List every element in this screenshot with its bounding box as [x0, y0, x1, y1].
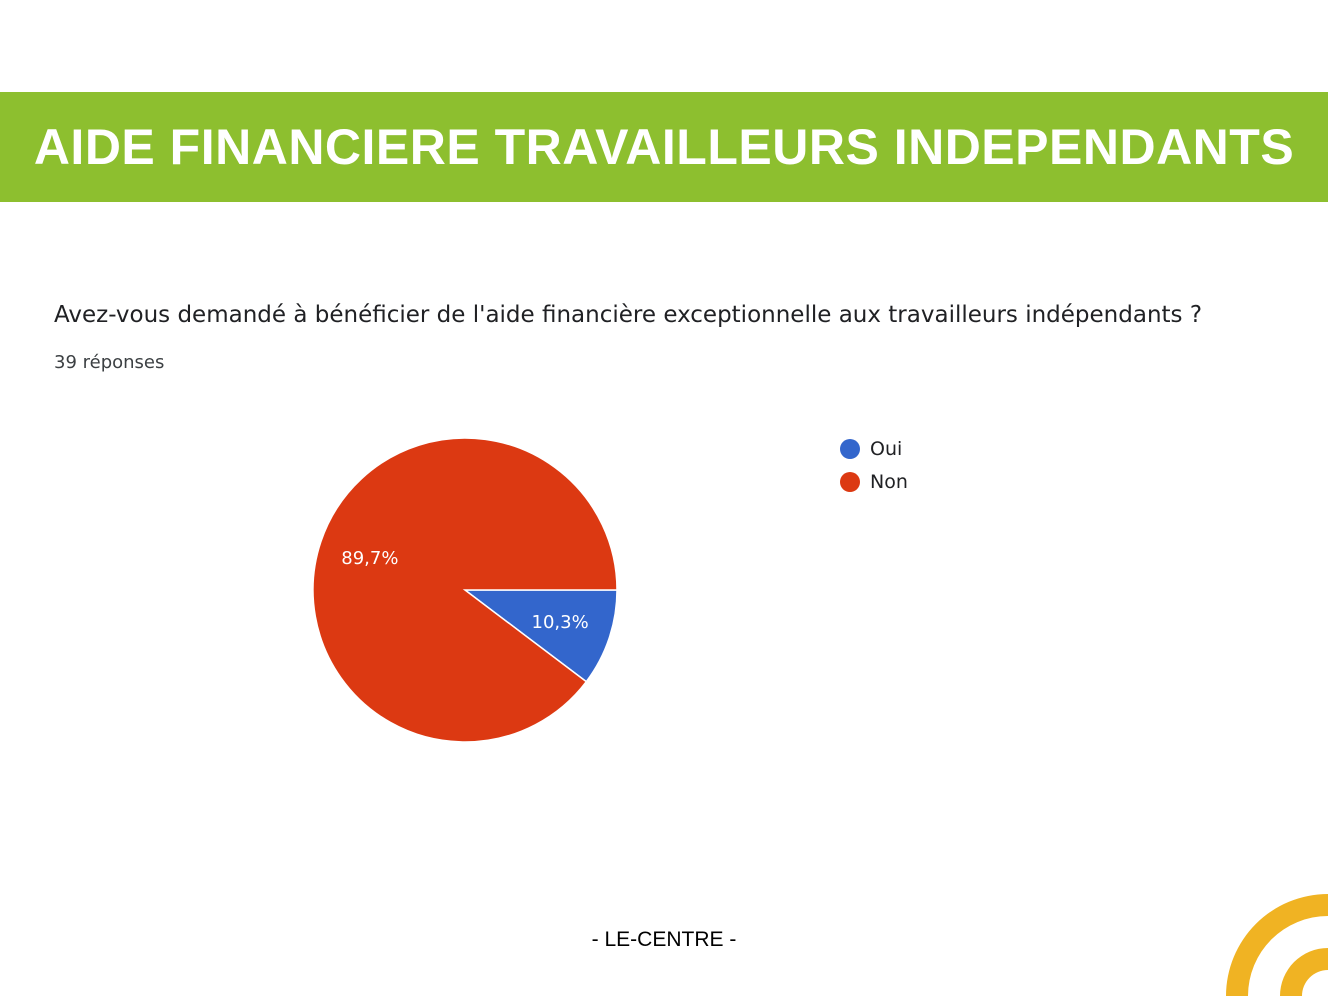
page-title: AIDE FINANCIERE TRAVAILLEURS INDEPENDANT… — [33, 119, 1295, 175]
chart-legend: Oui Non — [840, 432, 908, 498]
pie-slice-non — [312, 437, 618, 743]
response-count: 39 réponses — [54, 352, 165, 373]
pie-label-oui: 10,3% — [532, 612, 589, 633]
pie-label-non: 89,7% — [341, 548, 398, 569]
legend-swatch — [840, 471, 860, 492]
pie-slice-oui — [462, 589, 618, 683]
legend-label: Oui — [870, 437, 903, 460]
legend-item-oui: Oui — [840, 432, 908, 465]
title-banner: AIDE FINANCIERE TRAVAILLEURS INDEPENDANT… — [0, 92, 1328, 202]
pie-chart: 10,3% 89,7% — [312, 437, 618, 743]
legend-item-non: Non — [840, 465, 908, 498]
pie-chart-container: 10,3% 89,7% — [300, 425, 630, 755]
legend-swatch — [840, 438, 860, 459]
footer-text: - LE-CENTRE - — [591, 928, 737, 951]
corner-logo-icon — [1226, 894, 1328, 996]
legend-label: Non — [870, 470, 908, 493]
chart-question: Avez-vous demandé à bénéficier de l'aide… — [54, 302, 1203, 328]
